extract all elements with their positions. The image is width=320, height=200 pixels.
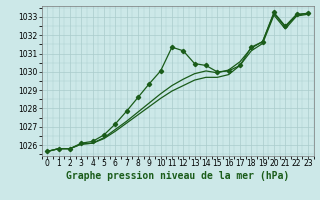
- X-axis label: Graphe pression niveau de la mer (hPa): Graphe pression niveau de la mer (hPa): [66, 171, 289, 181]
